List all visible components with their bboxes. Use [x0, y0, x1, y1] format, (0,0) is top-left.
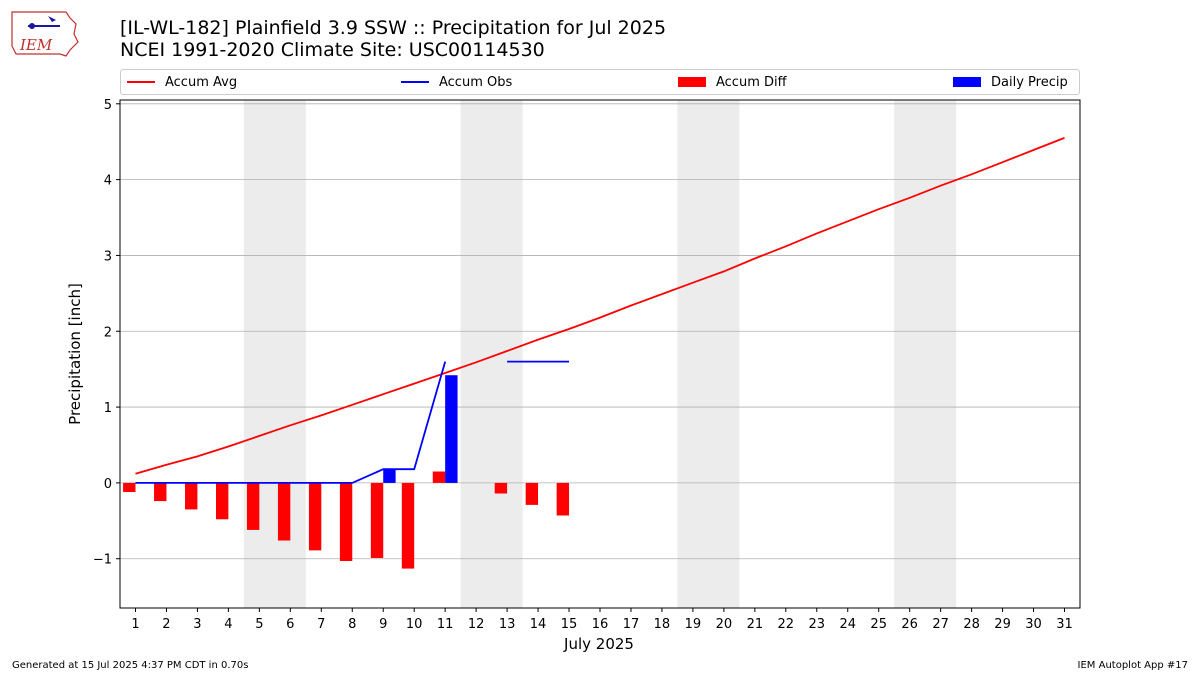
accum-diff-bar: [277, 482, 291, 541]
x-tick-label: 4: [224, 617, 232, 632]
accum-diff-bar: [401, 482, 415, 569]
accum-diff-bar: [525, 482, 539, 505]
x-tick-label: 1: [131, 617, 139, 632]
logo-text: IEM: [19, 36, 53, 54]
x-tick-label: 15: [561, 617, 578, 632]
x-tick-label: 12: [468, 617, 485, 632]
y-tick-label: 0: [104, 477, 112, 492]
weekend-band: [894, 100, 957, 608]
x-tick-label: 24: [839, 617, 856, 632]
generated-timestamp: Generated at 15 Jul 2025 4:37 PM CDT in …: [12, 660, 249, 671]
x-tick-label: 30: [1025, 617, 1042, 632]
accum-diff-bar: [432, 471, 446, 483]
y-tick-label: 4: [104, 174, 112, 189]
x-tick-label: 21: [747, 617, 764, 632]
x-tick-label: 13: [499, 617, 516, 632]
iem-logo: IEM: [11, 11, 79, 57]
app-credit: IEM Autoplot App #17: [1077, 660, 1188, 671]
accum-diff-bar: [339, 482, 353, 561]
y-axis-label: Precipitation [inch]: [66, 283, 84, 425]
plot-frame: [119, 99, 1081, 609]
logo-sensor: [29, 23, 35, 29]
legend-item-accum-avg: Accum Avg: [127, 70, 237, 94]
x-tick-label: 18: [654, 617, 671, 632]
accum-diff-bar: [216, 482, 229, 520]
legend-label: Accum Avg: [165, 74, 238, 90]
chart-title-line2: NCEI 1991-2020 Climate Site: USC00114530: [120, 39, 545, 61]
x-tick-label: 31: [1056, 617, 1073, 632]
chart-title: [IL-WL-182] Plainfield 3.9 SSW :: Precip…: [120, 17, 666, 61]
x-tick-label: 22: [778, 617, 795, 632]
legend-item-accum-obs: Accum Obs: [401, 70, 512, 94]
weekend-band: [677, 100, 740, 608]
legend-item-accum-diff: Accum Diff: [678, 70, 787, 94]
x-tick-label: 27: [932, 617, 949, 632]
accum-obs-line: [135, 361, 447, 484]
accum-diff-bar: [370, 482, 384, 558]
x-tick-label: 2: [162, 617, 170, 632]
x-tick-label: 14: [530, 617, 547, 632]
chart-legend: Accum Avg Accum Obs Accum Diff Daily Pre…: [120, 69, 1080, 95]
y-tick-label: 2: [104, 325, 112, 340]
x-tick-label: 10: [406, 617, 423, 632]
x-tick-label: 7: [317, 617, 325, 632]
accum-diff-bar: [308, 482, 322, 551]
x-tick-label: 23: [809, 617, 826, 632]
y-tick-label: −1: [93, 553, 112, 568]
x-tick-label: 19: [685, 617, 702, 632]
x-axis-label: July 2025: [563, 635, 634, 653]
x-tick-label: 8: [348, 617, 356, 632]
x-tick-label: 20: [716, 617, 733, 632]
legend-swatch: [127, 81, 155, 83]
daily-precip-bar: [383, 469, 396, 483]
legend-swatch: [678, 77, 706, 87]
x-tick-label: 28: [963, 617, 980, 632]
legend-swatch: [401, 81, 429, 83]
x-tick-label: 11: [437, 617, 454, 632]
x-tick-label: 29: [994, 617, 1011, 632]
logo-flag: [48, 16, 56, 22]
y-tick-label: 5: [104, 98, 112, 113]
accum-diff-bar: [494, 482, 508, 494]
legend-label: Accum Diff: [716, 74, 787, 90]
chart-title-line1: [IL-WL-182] Plainfield 3.9 SSW :: Precip…: [120, 17, 667, 39]
x-tick-label: 9: [379, 617, 387, 632]
legend-swatch: [953, 77, 981, 87]
accum-diff-bar: [123, 482, 136, 492]
accum-avg-line: [135, 137, 1065, 475]
accum-diff-bar: [185, 482, 198, 510]
x-tick-label: 25: [870, 617, 887, 632]
x-tick-label: 5: [255, 617, 263, 632]
weekend-band: [243, 100, 306, 608]
accum-diff-bar: [556, 482, 570, 516]
accum-diff-bar: [246, 482, 260, 530]
legend-label: Accum Obs: [439, 74, 513, 90]
iowa-state-outline: [11, 11, 79, 57]
x-tick-label: 6: [286, 617, 294, 632]
x-tick-label: 16: [592, 617, 609, 632]
legend-item-daily-precip: Daily Precip: [953, 70, 1068, 94]
x-tick-label: 3: [193, 617, 201, 632]
y-tick-label: 1: [104, 401, 112, 416]
accum-diff-bar: [154, 482, 167, 502]
daily-precip-bar: [445, 375, 458, 483]
y-tick-label: 3: [104, 249, 112, 264]
x-tick-label: 17: [623, 617, 640, 632]
x-tick-label: 26: [901, 617, 918, 632]
legend-label: Daily Precip: [991, 74, 1068, 90]
weekend-band: [460, 100, 523, 608]
